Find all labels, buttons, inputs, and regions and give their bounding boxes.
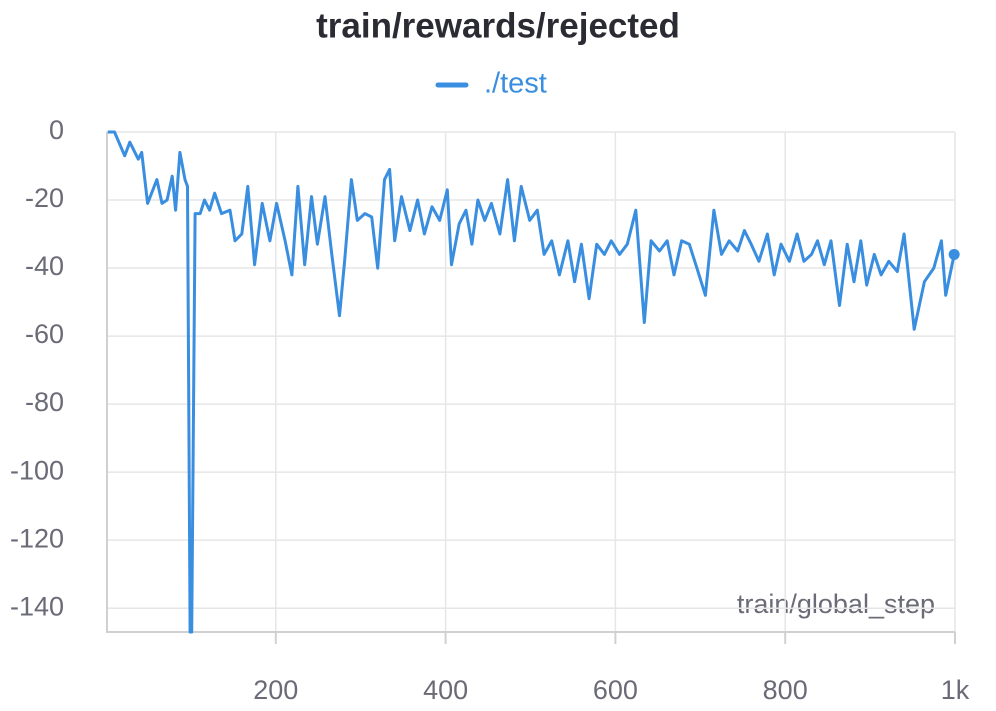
y-tick-label: -100 (10, 455, 64, 485)
legend: ./test (435, 68, 547, 100)
y-tick-label: -60 (25, 319, 64, 349)
y-tick-label: -40 (25, 251, 64, 281)
x-tick-label: 600 (593, 675, 638, 705)
y-tick-label: -20 (25, 183, 64, 213)
x-axis-label: train/global_step (737, 589, 935, 619)
y-tick-label: 0 (49, 115, 64, 145)
x-tick-label: 400 (423, 675, 468, 705)
chart-title: train/rewards/rejected (316, 6, 680, 45)
y-tick-label: -80 (25, 387, 64, 417)
x-tick-label: 200 (253, 675, 298, 705)
x-tick-label: 800 (763, 675, 808, 705)
legend-label: ./test (484, 68, 547, 100)
y-tick-label: -140 (10, 591, 64, 621)
data-line (107, 130, 956, 634)
x-tick-label: 1k (941, 675, 970, 705)
end-point (948, 248, 960, 260)
y-tick-label: -120 (10, 523, 64, 553)
